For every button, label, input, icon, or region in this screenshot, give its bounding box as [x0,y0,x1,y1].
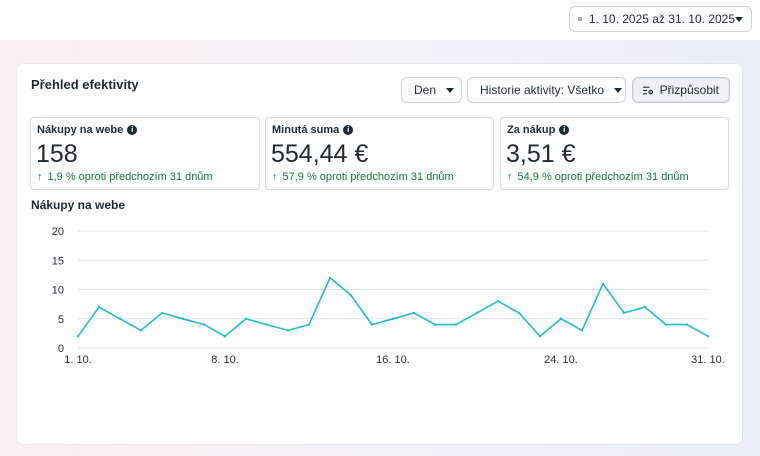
data-point[interactable] [622,311,626,315]
x-tick-label: 31. 10. [691,354,725,366]
info-icon[interactable]: i [127,125,138,135]
arrow-up-icon: ↑ [507,171,513,183]
info-icon[interactable]: i [559,125,570,135]
data-point[interactable] [328,276,332,279]
data-point[interactable] [76,335,80,338]
x-tick-label: 1. 10. [64,354,92,366]
y-tick-label: 0 [58,343,64,355]
info-icon[interactable]: i [343,125,354,135]
line-chart: 0 5 10 15 20 1. 10. 8. 10. 16. 10. 24. 10. 31. 10… [52,226,725,366]
kpi-change: ↑ 1,9 % oproti předchozím 31 dnům [37,171,213,183]
activity-history-label: Historie aktivity: Všetko [480,83,605,97]
kpi-label: Za nákup [507,124,556,136]
arrow-up-icon: ↑ [37,171,43,183]
kpi-label-wrap: Minutá suma i [272,124,354,136]
sliders-settings-icon [643,86,654,95]
data-point[interactable] [265,323,269,326]
kpi-label: Nákupy na webe [37,124,124,136]
data-point[interactable] [244,317,248,320]
y-tick-label: 20 [52,226,64,238]
date-range-label: 1. 10. 2025 až 31. 10. 2025 [588,12,735,26]
data-point[interactable] [160,311,164,315]
data-point[interactable] [412,311,416,315]
chevron-down-icon [614,87,623,93]
data-point[interactable] [202,323,206,326]
kpi-value: 554,44 € [271,140,369,168]
performance-overview-panel: Přehled efektivity Den Historie aktivity… [17,64,742,444]
kpi-card-cost-per-purchase: Za nákup i 3,51 € ↑ 54,9 % oproti předchoz… [500,117,729,190]
data-point[interactable] [685,323,689,326]
customize-label: Přizpůsobit [659,83,719,97]
date-range-picker[interactable]: 1. 10. 2025 až 31. 10. 2025 [569,6,752,32]
data-point[interactable] [538,335,542,338]
x-tick-label: 24. 10. [544,354,578,366]
y-tick-label: 15 [52,255,64,267]
data-point[interactable] [454,323,458,326]
data-point[interactable] [349,294,353,297]
data-point[interactable] [97,305,101,309]
data-point[interactable] [580,329,584,332]
granularity-dropdown[interactable]: Den [401,77,462,103]
kpi-card-web-purchases: Nákupy na webe i 158 ↑ 1,9 % oproti předch… [30,117,260,190]
data-point[interactable] [517,311,521,315]
data-point[interactable] [286,329,290,332]
chevron-down-icon [446,87,455,93]
activity-history-dropdown[interactable]: Historie aktivity: Všetko [467,77,626,103]
data-point[interactable] [307,323,311,326]
top-bar: 1. 10. 2025 až 31. 10. 2025 [0,0,760,40]
customize-button[interactable]: Přizpůsobit [632,77,730,103]
kpi-change-text: 1,9 % oproti předchozím 31 dnům [47,171,213,183]
data-point[interactable] [559,317,563,320]
data-point[interactable] [391,317,395,320]
data-point[interactable] [118,317,122,320]
y-tick-label: 5 [58,314,64,326]
data-point[interactable] [601,282,605,285]
data-point[interactable] [664,323,668,326]
kpi-change-text: 57,9 % oproti předchozím 31 dnům [282,171,454,183]
series-line [77,277,709,338]
kpi-label-wrap: Nákupy na webe i [37,124,138,136]
data-point[interactable] [706,335,710,338]
y-tick-label: 10 [52,285,64,297]
data-point[interactable] [475,311,479,315]
data-point[interactable] [223,335,227,338]
chevron-down-icon [735,16,743,22]
kpi-label: Minutá suma [272,124,340,136]
kpi-change-text: 54,9 % oproti předchozím 31 dnům [517,171,689,183]
kpi-change: ↑ 54,9 % oproti předchozím 31 dnům [507,171,689,183]
panel-title: Přehled efektivity [31,77,139,92]
x-tick-label: 8. 10. [211,354,239,366]
data-point[interactable] [433,323,437,326]
data-point[interactable] [496,300,500,303]
kpi-value: 3,51 € [506,140,576,168]
arrow-up-icon: ↑ [272,171,278,183]
calendar-icon [578,17,582,21]
data-point[interactable] [370,323,374,326]
data-point[interactable] [139,329,143,332]
data-point[interactable] [643,305,647,309]
kpi-change: ↑ 57,9 % oproti předchozím 31 dnům [272,171,454,183]
kpi-value: 158 [36,140,78,168]
granularity-label: Den [414,83,437,97]
chart-title: Nákupy na webe [31,198,126,212]
x-tick-label: 16. 10. [376,354,410,366]
data-point[interactable] [181,317,185,320]
kpi-label-wrap: Za nákup i [507,124,570,136]
kpi-card-amount-spent: Minutá suma i 554,44 € ↑ 57,9 % oproti pře… [265,117,494,190]
